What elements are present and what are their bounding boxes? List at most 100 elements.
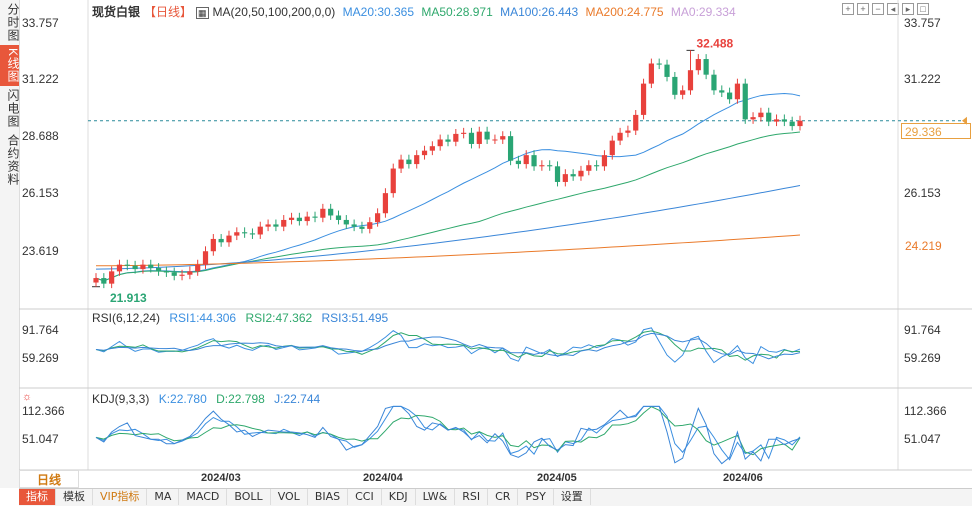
rsi3-line — [95, 332, 801, 360]
candle-body — [797, 120, 803, 127]
indicator-tab-bar: 指标 模板 VIP指标 MA MACD BOLL VOL BIAS CCI KD… — [19, 488, 972, 506]
candle-body — [617, 132, 623, 141]
fullscreen-icon[interactable]: □ — [917, 3, 929, 15]
kdj-settings-icon[interactable]: ☼ — [22, 391, 33, 403]
rsi-tick-right-1: 59.269 — [904, 351, 941, 365]
candle-body — [234, 232, 240, 236]
candle-body — [523, 155, 529, 165]
candle-body — [124, 264, 130, 266]
chart-title-bar: 现货白银 【日线】 ▦ MA(20,50,100,200,0,0) MA20:30.3… — [92, 3, 740, 20]
tab-bias[interactable]: BIAS — [308, 489, 349, 505]
rsi-legend: RSI(6,12,24) RSI1:44.306 RSI2:47.362 RSI… — [92, 311, 394, 325]
candle-body — [789, 121, 795, 127]
candle-body — [304, 216, 310, 222]
y-tick-right-0: 33.757 — [904, 16, 941, 30]
tab-timeshare[interactable]: 分时图 — [6, 3, 20, 42]
tab-contract-info[interactable]: 合约资料 — [6, 134, 20, 187]
y-tick-right-1: 31.222 — [904, 72, 941, 86]
candle-body — [445, 139, 451, 142]
tab-psy[interactable]: PSY — [518, 489, 554, 505]
kdj-legend: KDJ(9,3,3) K:22.780 D:22.798 J:22.744 — [92, 392, 326, 406]
candle-body — [132, 265, 138, 270]
candle-body — [93, 278, 99, 283]
candle-body — [195, 264, 201, 272]
kdj-j-value: J:22.744 — [274, 392, 321, 406]
tab-kline[interactable]: K线图 — [0, 45, 20, 87]
candle-body — [594, 165, 600, 167]
candle-body — [507, 136, 514, 161]
x-label-may: 2024/05 — [537, 472, 577, 484]
tab-settings[interactable]: 设置 — [554, 489, 591, 505]
candle-body — [171, 272, 177, 276]
candle-body — [476, 131, 482, 144]
tab-rsi[interactable]: RSI — [455, 489, 489, 505]
tab-template[interactable]: 模板 — [56, 489, 93, 505]
candle-body — [116, 264, 123, 272]
rsi-tick-left-0: 91.764 — [22, 323, 59, 337]
x-label-apr: 2024/04 — [363, 472, 403, 484]
candle-body — [320, 208, 326, 218]
left-tab-column: 分时图 K线图 闪电图 合约资料 — [0, 0, 20, 488]
tab-cr[interactable]: CR — [488, 489, 519, 505]
candle-body — [101, 278, 107, 284]
rsi1-line — [95, 327, 801, 365]
candle-body — [414, 155, 420, 165]
scroll-left-icon[interactable]: ◂ — [887, 3, 899, 15]
candle-body — [281, 219, 287, 227]
rsi-tick-right-0: 91.764 — [904, 323, 941, 337]
ma-label: MA(20,50,100,200,0,0) — [212, 5, 336, 19]
candle-body — [703, 59, 709, 75]
rsi1-value: RSI1:44.306 — [169, 311, 237, 325]
candle-body — [500, 136, 506, 140]
instrument-name: 现货白银 — [92, 5, 141, 19]
tab-ma[interactable]: MA — [147, 489, 180, 505]
tab-indicator[interactable]: 指标 — [19, 489, 56, 505]
tab-vol[interactable]: VOL — [271, 489, 308, 505]
candle-body — [633, 114, 639, 131]
candle-body — [766, 112, 772, 122]
chart-toolbar: + + − ◂ ▸ □ — [842, 3, 929, 15]
tab-boll[interactable]: BOLL — [227, 489, 271, 505]
candle-body — [406, 159, 412, 165]
candle-body — [421, 150, 428, 156]
candle-body — [249, 233, 256, 235]
y-tick-left-1: 31.222 — [22, 72, 59, 86]
candle-body — [742, 83, 748, 120]
period-button[interactable]: 日线 — [19, 470, 79, 488]
tab-macd[interactable]: MACD — [179, 489, 228, 505]
tab-vip-indicator[interactable]: VIP指标 — [93, 489, 148, 505]
candle-body — [531, 155, 537, 167]
zoom-in-icon[interactable]: + — [857, 3, 869, 15]
zoom-out-icon[interactable]: − — [872, 3, 884, 15]
candle-body — [461, 132, 467, 134]
candle-body — [781, 119, 787, 122]
candle-body — [202, 251, 209, 265]
candle-body — [390, 168, 396, 194]
kdj-tick-left-1: 51.047 — [22, 432, 59, 446]
current-price-tag: 29.336 — [901, 123, 971, 139]
ma-settings-icon[interactable]: ▦ — [196, 7, 209, 19]
candle-body — [218, 238, 224, 243]
ma50-line — [95, 131, 801, 282]
scroll-right-icon[interactable]: ▸ — [902, 3, 914, 15]
candle-body — [586, 165, 592, 171]
period-label[interactable]: 【日线】 — [144, 5, 193, 19]
candle-body — [328, 208, 334, 216]
candle-body — [351, 224, 357, 227]
rsi-tick-left-1: 59.269 — [22, 351, 59, 365]
candle-body — [750, 117, 756, 120]
candle-body — [664, 64, 670, 77]
kdj-k-value: K:22.780 — [158, 392, 207, 406]
candle-body — [367, 222, 373, 229]
tab-lw[interactable]: LW& — [416, 489, 456, 505]
tab-cci[interactable]: CCI — [348, 489, 382, 505]
candle-body — [398, 159, 404, 169]
tab-lightning[interactable]: 闪电图 — [6, 89, 20, 129]
crosshair-icon[interactable]: + — [842, 3, 854, 15]
candle-body — [257, 226, 263, 235]
ma200-value: MA200:24.775 — [585, 5, 664, 19]
candle-body — [226, 235, 232, 243]
kdj-tick-right-1: 51.047 — [904, 432, 941, 446]
tab-kdj[interactable]: KDJ — [382, 489, 416, 505]
